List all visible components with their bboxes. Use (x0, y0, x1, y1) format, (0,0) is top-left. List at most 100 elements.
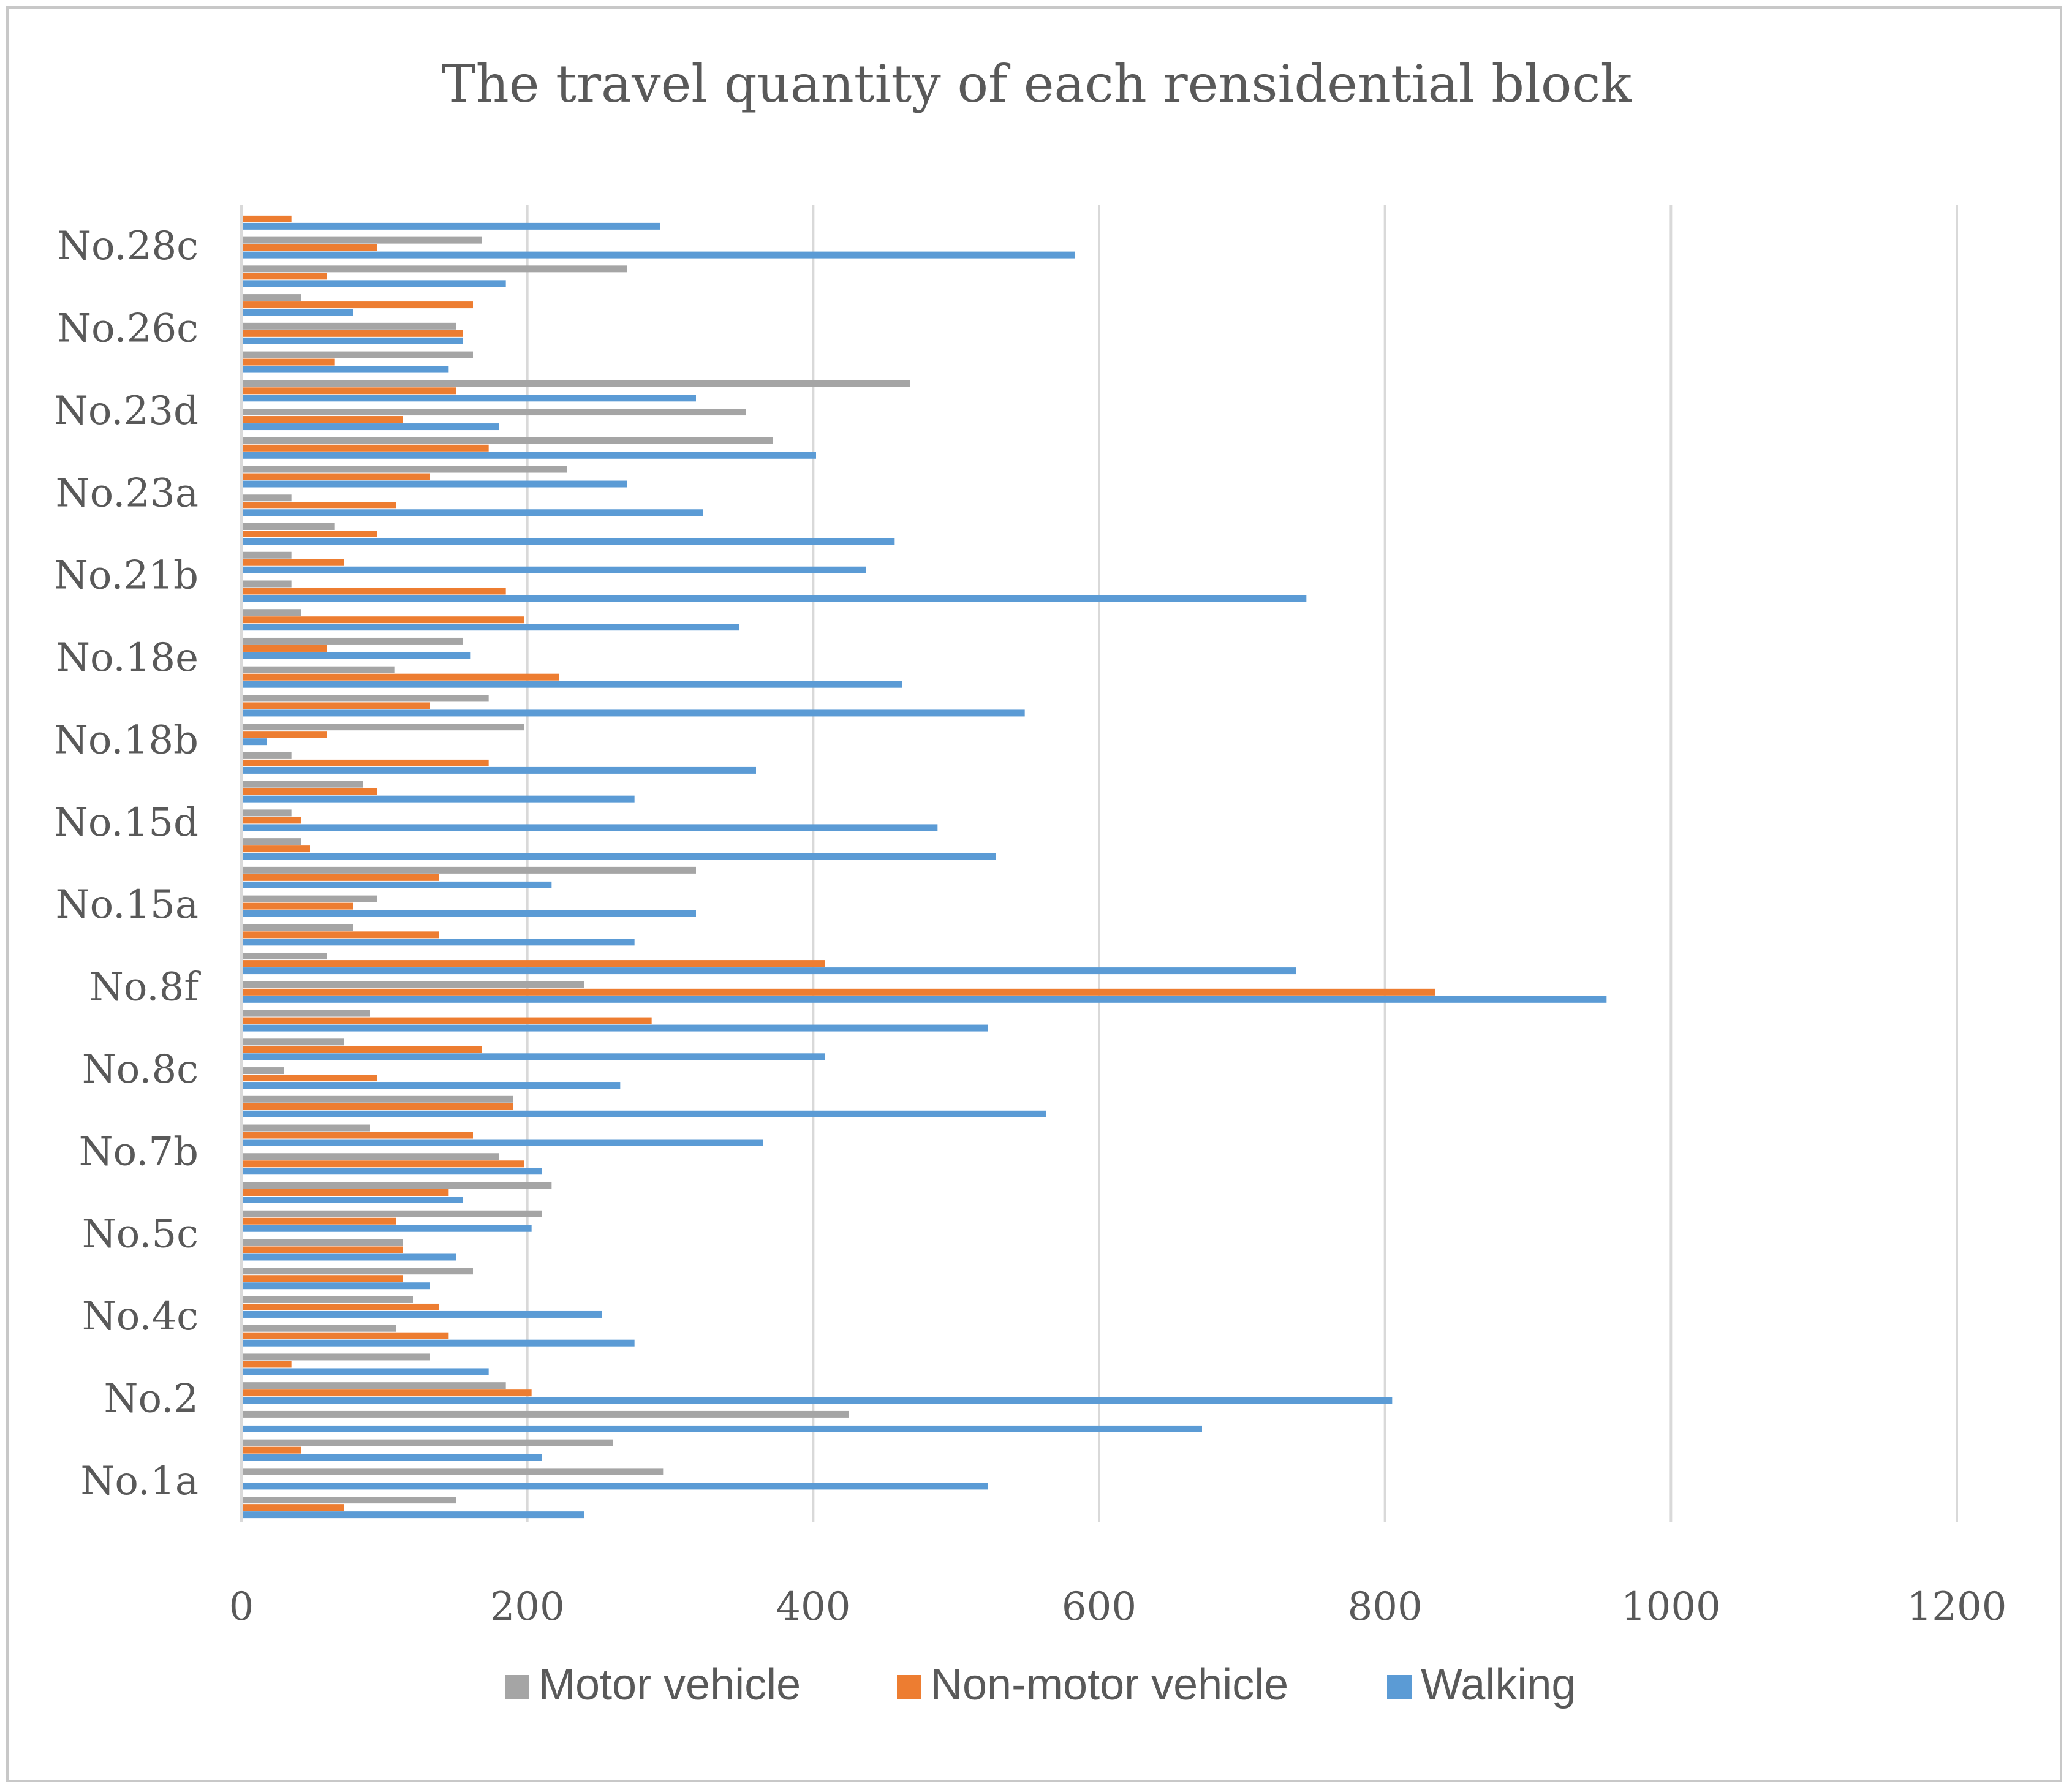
bar-walking-21 (241, 910, 696, 917)
bar-walking-38 (241, 423, 499, 431)
bar-non-motor-vehicle-23 (241, 845, 310, 853)
bar-walking-18 (241, 996, 1607, 1003)
bar-motor-vehicle-17 (241, 1010, 370, 1017)
bar-motor-vehicle-14 (241, 1095, 513, 1103)
x-tick-label: 200 (490, 1584, 565, 1630)
legend: Motor vehicle Non-motor vehicle Walking (505, 1660, 1576, 1709)
bar-walking-17 (241, 1024, 988, 1032)
y-tick-label: No.1a (80, 1459, 199, 1504)
bar-non-motor-vehicle-45 (241, 215, 292, 222)
bar-walking-10 (241, 1225, 532, 1232)
bar-motor-vehicle-28 (241, 695, 489, 702)
bars (241, 215, 1607, 1519)
bar-walking-35 (241, 509, 703, 516)
bar-non-motor-vehicle-29 (241, 673, 559, 681)
bar-motor-vehicle-43 (241, 265, 627, 273)
bar-non-motor-vehicle-20 (241, 931, 439, 939)
legend-swatch-2 (1387, 1675, 1412, 1699)
legend-swatch-1 (897, 1675, 921, 1699)
bar-non-motor-vehicle-24 (241, 817, 301, 824)
bar-motor-vehicle-7 (241, 1296, 413, 1303)
bar-non-motor-vehicle-19 (241, 960, 825, 967)
bar-non-motor-vehicle-22 (241, 874, 439, 881)
bar-walking-42 (241, 309, 353, 316)
y-tick-label: No.28c (57, 224, 199, 269)
bar-motor-vehicle-24 (241, 809, 292, 817)
bar-motor-vehicle-16 (241, 1038, 344, 1046)
bar-non-motor-vehicle-7 (241, 1303, 439, 1310)
bar-walking-32 (241, 595, 1307, 602)
bar-non-motor-vehicle-28 (241, 702, 430, 709)
bar-walking-8 (241, 1282, 430, 1290)
chart-frame: The travel quantity of each rensidential… (6, 6, 2062, 1782)
legend-label-1: Non-motor vehicle (931, 1660, 1288, 1709)
bar-walking-34 (241, 538, 895, 545)
bar-motor-vehicle-35 (241, 494, 292, 502)
y-tick-label: No.8f (89, 965, 201, 1010)
bar-walking-1 (241, 1483, 988, 1490)
bar-walking-27 (241, 738, 267, 746)
bar-walking-29 (241, 681, 902, 688)
x-tick-label: 1000 (1621, 1584, 1721, 1630)
bar-walking-11 (241, 1197, 463, 1203)
bar-non-motor-vehicle-13 (241, 1132, 473, 1139)
y-tick-label: No.23a (56, 471, 199, 516)
bar-motor-vehicle-0 (241, 1497, 456, 1504)
bar-walking-23 (241, 853, 996, 860)
bar-walking-19 (241, 967, 1296, 975)
bar-motor-vehicle-22 (241, 866, 696, 874)
bar-non-motor-vehicle-43 (241, 273, 327, 280)
bar-non-motor-vehicle-15 (241, 1075, 377, 1082)
bar-motor-vehicle-39 (241, 380, 910, 387)
chart-svg: The travel quantity of each rensidential… (54, 54, 2007, 1709)
bar-motor-vehicle-38 (241, 409, 746, 416)
x-tick-label: 400 (776, 1584, 850, 1630)
bar-non-motor-vehicle-40 (241, 358, 335, 366)
y-tick-label: No.8c (82, 1047, 199, 1092)
legend-label-2: Walking (1421, 1660, 1576, 1709)
bar-motor-vehicle-23 (241, 838, 301, 845)
x-tick-label: 800 (1348, 1584, 1423, 1630)
bar-non-motor-vehicle-35 (241, 502, 396, 509)
bar-walking-6 (241, 1339, 635, 1347)
chart-title: The travel quantity of each rensidential… (442, 54, 1633, 114)
bar-non-motor-vehicle-38 (241, 416, 403, 423)
bar-motor-vehicle-30 (241, 637, 463, 645)
x-tick-label: 1200 (1907, 1584, 2007, 1630)
bar-motor-vehicle-9 (241, 1239, 403, 1246)
bar-non-motor-vehicle-18 (241, 988, 1435, 996)
bar-walking-7 (241, 1310, 602, 1318)
bar-motor-vehicle-27 (241, 724, 524, 731)
bar-motor-vehicle-44 (241, 236, 482, 244)
bar-non-motor-vehicle-11 (241, 1189, 449, 1196)
axes: 0 200 400 600 800 1000 1200 No.1a No.2 No.4c No.5c… (54, 205, 2007, 1630)
bar-motor-vehicle-5 (241, 1353, 430, 1361)
bar-motor-vehicle-18 (241, 981, 584, 988)
y-tick-label: No.2 (104, 1376, 199, 1421)
bar-walking-44 (241, 251, 1075, 259)
y-tick-label: No.7b (79, 1129, 199, 1174)
bar-motor-vehicle-31 (241, 609, 301, 616)
bar-motor-vehicle-12 (241, 1153, 499, 1160)
bar-motor-vehicle-4 (241, 1382, 506, 1389)
y-tick-label: No.18b (54, 717, 199, 763)
gridlines (240, 205, 1958, 1522)
bar-non-motor-vehicle-36 (241, 473, 430, 480)
bar-walking-43 (241, 280, 506, 287)
legend-swatch-0 (505, 1675, 529, 1699)
bar-walking-45 (241, 222, 660, 230)
bar-non-motor-vehicle-5 (241, 1361, 292, 1368)
x-tick-label: 600 (1062, 1584, 1136, 1630)
y-tick-label: No.26c (57, 306, 199, 352)
bar-non-motor-vehicle-2 (241, 1446, 301, 1454)
bar-walking-31 (241, 624, 739, 631)
bar-walking-14 (241, 1110, 1046, 1117)
bar-non-motor-vehicle-34 (241, 531, 377, 537)
bar-walking-36 (241, 480, 627, 488)
bar-motor-vehicle-41 (241, 322, 456, 330)
bar-motor-vehicle-20 (241, 924, 353, 931)
bar-motor-vehicle-10 (241, 1210, 542, 1217)
y-tick-label: No.21b (54, 553, 199, 599)
bar-non-motor-vehicle-21 (241, 902, 353, 910)
bar-walking-2 (241, 1454, 542, 1461)
